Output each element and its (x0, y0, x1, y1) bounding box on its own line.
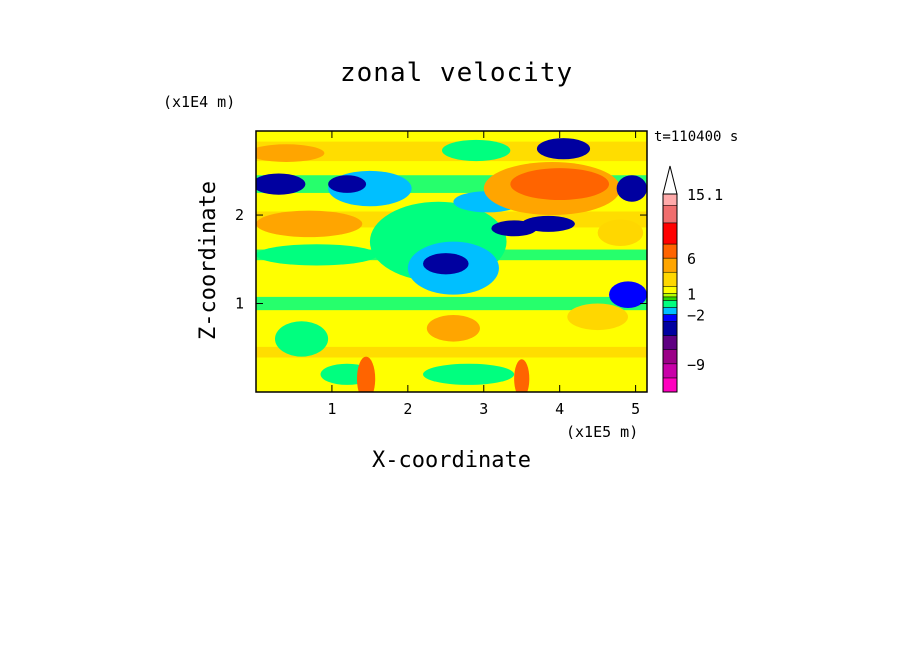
plot-frame (255, 130, 648, 393)
field-contour (256, 244, 378, 266)
field-contour (426, 315, 480, 342)
colorbar-segment (662, 349, 678, 365)
field-contour (616, 175, 647, 202)
field-contour (423, 253, 469, 275)
chart-title: zonal velocity (340, 58, 574, 88)
colorbar-segment (662, 307, 678, 315)
x-tick-label: 2 (403, 400, 412, 418)
x-tick-label: 5 (631, 400, 640, 418)
field-contour (567, 303, 629, 331)
field-contour (514, 359, 530, 392)
colorbar-segment (662, 243, 678, 259)
colorbar-segment (662, 257, 678, 273)
colorbar: 15.1 6 1 −2 −9 (662, 165, 723, 393)
colorbar-segment (662, 286, 678, 294)
field-contour (274, 321, 329, 357)
colorbar-segment (662, 193, 678, 206)
field-contour (521, 215, 575, 232)
field-contour (328, 175, 367, 193)
field-contour (256, 144, 325, 162)
colorbar-tick-label: −9 (687, 356, 705, 374)
colorbar-arrow (662, 165, 678, 195)
colorbar-tick-label: 6 (687, 250, 696, 268)
colorbar-segment (662, 271, 678, 287)
x-tick-label: 4 (555, 400, 564, 418)
x-axis-label: X-coordinate (372, 448, 531, 473)
field-contour (510, 168, 610, 201)
field-contour (356, 356, 376, 392)
field-contour (597, 219, 644, 247)
x-tick-label: 1 (327, 400, 336, 418)
colorbar-segment (662, 335, 678, 350)
field-layer (256, 131, 647, 392)
field-contour (442, 139, 511, 162)
time-label: t=110400 s (654, 129, 739, 145)
colorbar-tick-label: 15.1 (687, 186, 723, 204)
field-contour (423, 363, 515, 385)
y-tick-label: 2 (235, 206, 244, 224)
field-contour (256, 210, 363, 238)
colorbar-segment (662, 296, 678, 301)
axes: 1 2 3 4 5 1 2 (235, 130, 648, 418)
colorbar-frame (662, 193, 678, 393)
colorbar-segment (662, 363, 678, 379)
field-contour (609, 281, 647, 308)
field-band (256, 346, 647, 358)
colorbar-tick-label: 1 (687, 285, 696, 303)
colorbar-tick-label: −2 (687, 306, 705, 324)
colorbar-segment (662, 314, 678, 322)
colorbar-segment (662, 222, 678, 245)
colorbar-segment (662, 300, 678, 308)
field-band (256, 296, 647, 311)
field-contour (256, 173, 306, 195)
colorbar-segment (662, 293, 678, 298)
x-tick-label: 3 (479, 400, 488, 418)
colorbar-segment (662, 321, 678, 336)
x-unit-label: (x1E5 m) (566, 423, 639, 441)
y-unit-label: (x1E4 m) (163, 93, 236, 111)
y-tick-label: 1 (235, 295, 244, 313)
colorbar-segment (662, 377, 678, 393)
field-contour (536, 138, 591, 160)
plot-area (256, 131, 647, 392)
colorbar-segment (662, 205, 678, 224)
